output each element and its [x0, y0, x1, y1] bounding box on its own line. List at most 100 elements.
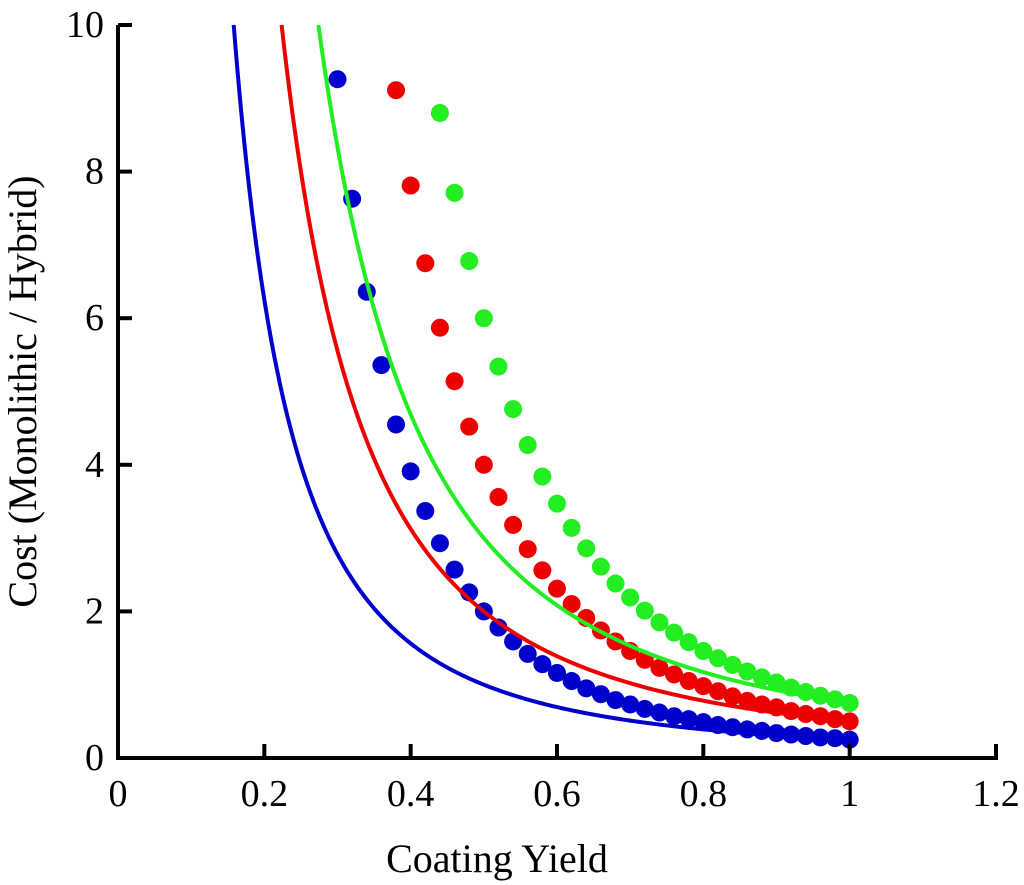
data-point-blue — [548, 663, 566, 682]
data-point-green — [621, 588, 640, 607]
data-point-green — [650, 613, 669, 632]
data-point-green — [826, 690, 845, 709]
y-tick-label: 4 — [85, 444, 104, 486]
data-point-green — [694, 641, 713, 660]
data-point-blue — [401, 462, 420, 481]
data-point-blue — [562, 672, 581, 691]
data-point-red — [474, 455, 493, 474]
data-point-red — [752, 695, 771, 714]
y-axis-title: Cost (Monolithic / Hybrid) — [0, 175, 45, 607]
series-blue — [231, 24, 859, 749]
data-point-blue — [752, 721, 771, 740]
data-point-red — [430, 318, 449, 337]
data-point-green — [665, 623, 684, 642]
data-point-blue — [372, 356, 391, 375]
y-tick-label: 0 — [85, 737, 104, 779]
data-point-green — [767, 673, 786, 692]
ticks-layer: 0 0.2 0.4 0.6 0.8 1 1.2 0 2 4 6 8 10 — [66, 4, 1020, 815]
data-point-red — [518, 540, 537, 559]
data-point-green — [504, 400, 523, 419]
data-point-green — [577, 539, 596, 558]
x-tick-label: 0.6 — [533, 773, 581, 815]
data-point-green — [562, 518, 581, 537]
data-point-green — [723, 655, 742, 674]
data-point-green — [591, 557, 610, 576]
data-point-green — [460, 252, 479, 271]
data-point-blue — [796, 727, 815, 746]
series-green — [316, 24, 859, 713]
data-point-red — [767, 698, 786, 717]
data-point-red — [548, 579, 566, 598]
data-point-green — [752, 668, 771, 687]
series-layer — [231, 24, 859, 749]
data-point-blue — [679, 710, 698, 729]
data-point-blue — [518, 644, 537, 663]
data-point-red — [562, 595, 581, 614]
data-point-blue — [708, 716, 727, 735]
data-point-blue — [650, 703, 669, 722]
data-point-red — [460, 417, 479, 436]
data-point-blue — [826, 729, 845, 748]
y-tick-label: 6 — [85, 297, 104, 339]
data-point-red — [708, 682, 727, 701]
data-point-green — [635, 601, 654, 620]
data-point-green — [679, 633, 698, 652]
series-line-blue — [231, 24, 850, 742]
data-point-blue — [533, 655, 552, 674]
y-tick-label: 8 — [85, 151, 104, 193]
y-tick-label: 10 — [66, 4, 104, 46]
data-point-red — [840, 712, 859, 731]
data-point-green — [474, 309, 493, 328]
axes-layer — [116, 25, 998, 760]
data-point-blue — [635, 699, 654, 718]
series-line-red — [279, 24, 850, 724]
y-tick-label: 2 — [85, 590, 104, 632]
data-point-red — [387, 81, 406, 100]
data-point-green — [430, 103, 449, 122]
data-point-blue — [694, 713, 713, 732]
x-tick-label: 0.8 — [680, 773, 728, 815]
data-point-blue — [665, 707, 684, 726]
data-point-green — [796, 683, 815, 702]
data-point-green — [738, 662, 757, 681]
data-point-red — [826, 710, 845, 729]
data-point-green — [533, 467, 552, 486]
data-point-red — [723, 687, 742, 706]
data-point-blue — [840, 730, 859, 749]
data-point-green — [811, 686, 830, 705]
data-point-red — [811, 707, 830, 726]
data-point-green — [548, 494, 566, 513]
x-axis-title: Coating Yield — [386, 836, 608, 881]
data-point-blue — [489, 618, 508, 637]
data-point-green — [606, 574, 625, 593]
data-point-red — [738, 691, 757, 710]
data-point-blue — [606, 691, 625, 710]
data-point-blue — [577, 679, 596, 698]
data-point-blue — [445, 560, 464, 579]
data-point-blue — [723, 718, 742, 737]
data-point-blue — [738, 720, 757, 739]
data-point-blue — [767, 724, 786, 743]
data-point-red — [416, 254, 435, 273]
data-point-red — [782, 702, 801, 721]
x-tick-label: 0.4 — [387, 773, 435, 815]
data-point-blue — [591, 685, 610, 704]
x-tick-label: 1.2 — [972, 773, 1020, 815]
data-point-red — [665, 665, 684, 684]
data-point-green — [489, 357, 508, 376]
data-point-red — [489, 488, 508, 507]
data-point-blue — [621, 695, 640, 714]
data-point-red — [445, 372, 464, 391]
data-point-red — [650, 658, 669, 677]
x-tick-label: 1 — [840, 773, 859, 815]
series-red — [279, 24, 859, 731]
data-point-blue — [387, 415, 406, 434]
data-point-blue — [430, 534, 449, 553]
data-point-red — [694, 677, 713, 696]
data-point-red — [796, 705, 815, 724]
data-point-blue — [328, 70, 347, 89]
data-point-red — [679, 672, 698, 691]
data-point-red — [504, 515, 523, 534]
series-line-green — [316, 24, 850, 705]
